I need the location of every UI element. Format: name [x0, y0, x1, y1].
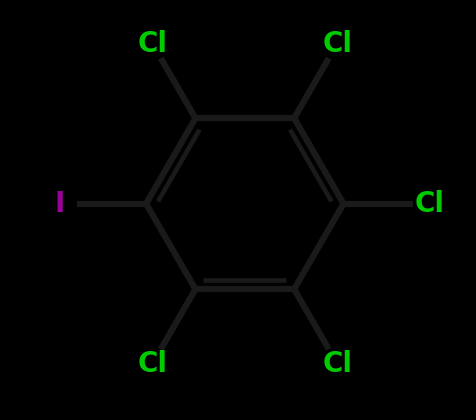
Text: I: I: [55, 190, 65, 218]
Text: Cl: Cl: [321, 30, 351, 58]
Text: Cl: Cl: [137, 30, 167, 58]
Text: Cl: Cl: [321, 350, 351, 378]
Text: Cl: Cl: [137, 350, 167, 378]
Text: Cl: Cl: [414, 190, 444, 218]
